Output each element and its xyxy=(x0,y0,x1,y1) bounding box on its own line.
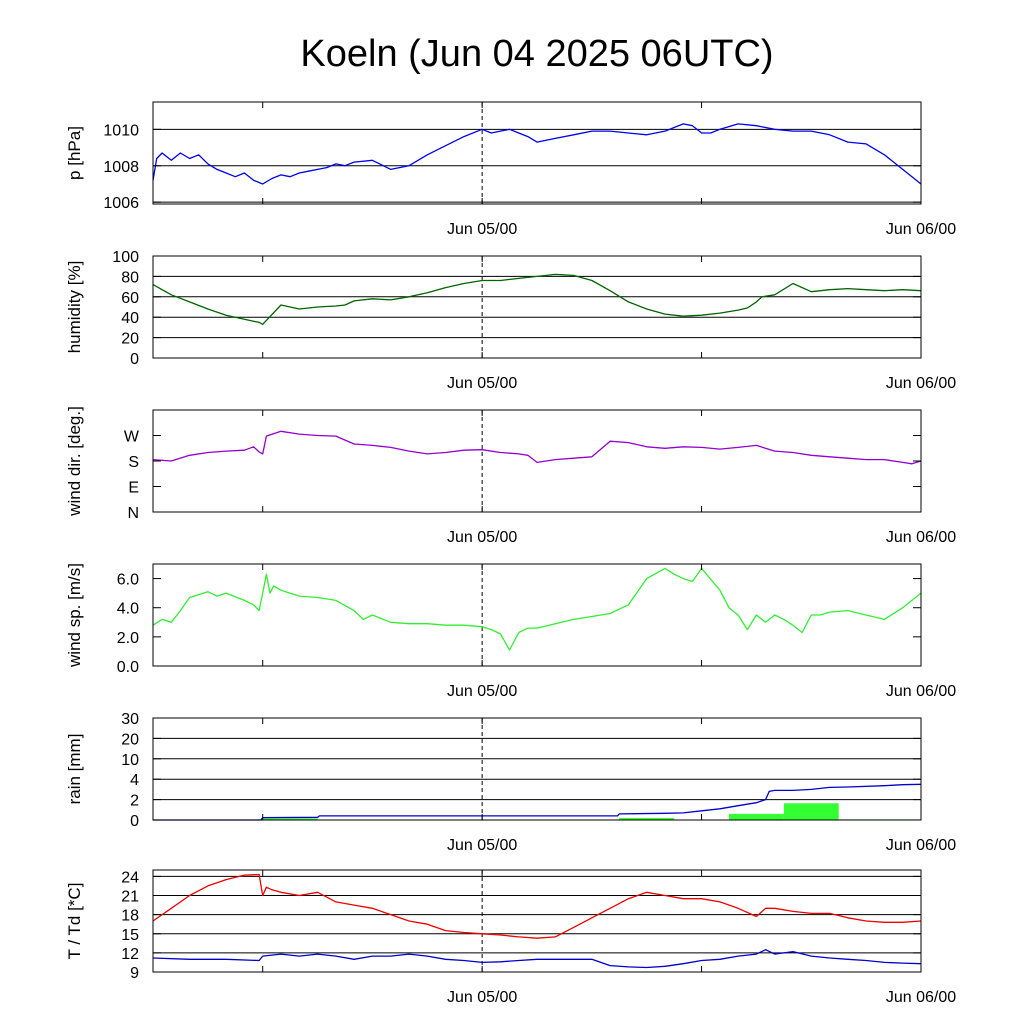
x-tick-label: Jun 05/00 xyxy=(447,683,517,700)
y-tick-label: 0 xyxy=(130,351,139,368)
y-tick-label: 9 xyxy=(130,965,139,982)
x-tick-label: Jun 06/00 xyxy=(886,529,956,546)
x-tick-label: Jun 06/00 xyxy=(886,837,956,854)
plot-frame xyxy=(152,869,922,973)
y-tick-label: 1010 xyxy=(103,122,139,139)
y-tick-label: S xyxy=(128,454,139,471)
x-tick-label: Jun 05/00 xyxy=(447,529,517,546)
x-tick-label: Jun 05/00 xyxy=(447,221,517,238)
y-tick-label: 80 xyxy=(121,269,139,286)
x-tick-label: Jun 06/00 xyxy=(886,683,956,700)
panel-2: 0 20 40 60 80 100 Jun 05/00 Jun 06/00 humidity [… xyxy=(65,249,956,392)
panel-6: 9 12 15 18 21 24 Jun 05/00 Jun 06/00 T / Td [*C] xyxy=(65,869,956,1006)
y-tick-label: 18 xyxy=(121,908,139,925)
rain-bar xyxy=(729,813,784,820)
y-tick-label: N xyxy=(127,505,139,522)
y-tick-label: 4.0 xyxy=(117,601,139,618)
y-tick-label: 0 xyxy=(130,813,139,830)
y-tick-label: 24 xyxy=(121,869,139,886)
series-line xyxy=(152,873,922,939)
y-tick-label: 30 xyxy=(121,711,139,728)
y-tick-label: 15 xyxy=(121,927,139,944)
y-axis-label: rain [mm] xyxy=(65,734,84,805)
chart-title: Koeln (Jun 04 2025 06UTC) xyxy=(300,33,773,75)
y-tick-label: E xyxy=(128,480,139,497)
y-tick-label: 12 xyxy=(121,946,139,963)
y-tick-label: 2.0 xyxy=(117,630,139,647)
x-tick-label: Jun 05/00 xyxy=(447,837,517,854)
plot-frame xyxy=(152,255,922,359)
y-axis-label: humidity [%] xyxy=(65,261,84,354)
series-line xyxy=(152,273,922,325)
x-tick-label: Jun 06/00 xyxy=(886,989,956,1006)
plot-frame xyxy=(152,563,922,667)
series-line xyxy=(153,783,922,821)
y-tick-label: 10 xyxy=(121,752,139,769)
y-tick-label: 20 xyxy=(121,731,139,748)
rain-bar xyxy=(619,817,675,820)
series-line xyxy=(152,567,922,651)
rain-bar xyxy=(783,803,839,820)
y-tick-label: 0.0 xyxy=(117,659,139,676)
y-tick-label: 21 xyxy=(121,889,139,906)
y-tick-label: 6.0 xyxy=(117,572,139,589)
series-line xyxy=(152,949,922,969)
x-tick-label: Jun 06/00 xyxy=(886,221,956,238)
series-line xyxy=(152,430,922,465)
panel-4: 0.0 2.0 4.0 6.0 Jun 05/00 Jun 06/00 wind sp. [… xyxy=(65,563,956,700)
y-tick-label: 60 xyxy=(121,290,139,307)
y-tick-label: 1006 xyxy=(103,195,139,212)
plot-frame xyxy=(152,101,922,205)
plot-frame xyxy=(152,409,922,513)
y-tick-label: 1008 xyxy=(103,159,139,176)
y-tick-label: 4 xyxy=(130,772,139,789)
y-tick-label: 2 xyxy=(130,793,139,810)
series-line xyxy=(152,123,922,185)
panel-1: 1006 1008 1010 Jun 05/00 Jun 06/00 p [hPa] xyxy=(65,101,956,238)
y-axis-label: wind dir. [deg.] xyxy=(65,406,84,517)
y-tick-label: 100 xyxy=(112,249,139,266)
y-tick-label: 20 xyxy=(121,331,139,348)
panel-5: 0 2 4 10 20 30 Jun 05/00 Jun 06/00 rain [mm] xyxy=(65,711,956,854)
x-tick-label: Jun 05/00 xyxy=(447,375,517,392)
y-axis-label: wind sp. [m/s] xyxy=(65,563,84,668)
y-tick-label: W xyxy=(124,429,140,446)
plot-frame xyxy=(152,717,922,821)
y-tick-label: 40 xyxy=(121,310,139,327)
y-axis-label: p [hPa] xyxy=(65,126,84,180)
x-tick-label: Jun 05/00 xyxy=(447,989,517,1006)
rain-bar xyxy=(262,818,318,820)
y-axis-label: T / Td [*C] xyxy=(65,883,84,960)
x-tick-label: Jun 06/00 xyxy=(886,375,956,392)
